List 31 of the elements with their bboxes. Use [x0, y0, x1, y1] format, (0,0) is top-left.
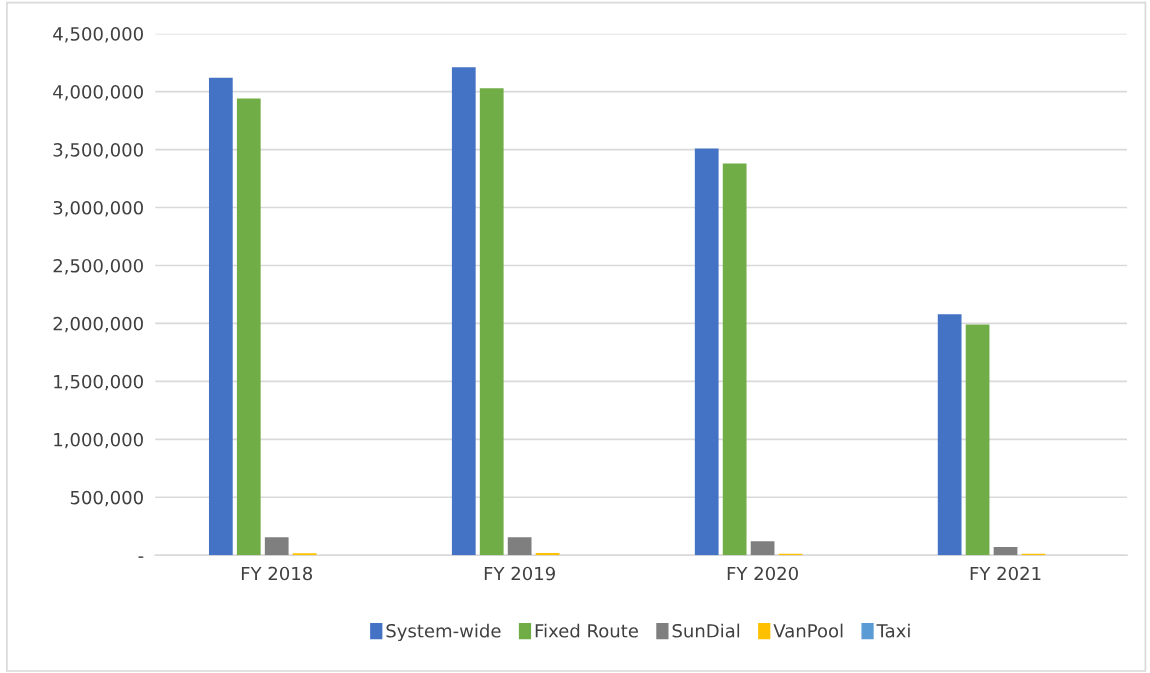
bar [264, 537, 289, 556]
y-tick-label: 1,500,000 [54, 374, 143, 391]
bar [236, 98, 261, 556]
y-tick-label: 3,500,000 [53, 143, 143, 159]
bar [937, 314, 962, 556]
x-tick-label: FY 2018 [241, 566, 313, 581]
y-tick-label: 2,000,000 [53, 316, 143, 333]
legend-label: SunDial [672, 623, 740, 638]
x-tick-label: FY 2019 [484, 566, 555, 581]
x-tick-label: FY 2020 [727, 566, 798, 581]
y-tick-label: - [138, 556, 144, 558]
legend-label: Fixed Route [535, 623, 638, 638]
bar [694, 148, 719, 556]
bar [507, 537, 532, 556]
bar [750, 541, 775, 556]
legend-label: Taxi [876, 623, 910, 638]
legend-label: VanPool [773, 623, 843, 638]
y-tick-label: 3,000,000 [53, 200, 143, 217]
bar [993, 547, 1018, 556]
y-tick-label: 4,000,000 [53, 85, 143, 101]
legend-label: System-wide [386, 623, 501, 642]
bar [965, 324, 990, 556]
bar [479, 88, 504, 556]
y-tick-label: 500,000 [70, 490, 143, 507]
y-tick-label: 4,500,000 [53, 27, 143, 43]
x-tick-label: FY 2021 [970, 566, 1041, 581]
y-tick-label: 2,500,000 [53, 258, 143, 275]
bar [451, 67, 476, 556]
bar [208, 77, 233, 556]
bar [722, 163, 747, 556]
y-tick-label: 1,000,000 [54, 432, 143, 449]
